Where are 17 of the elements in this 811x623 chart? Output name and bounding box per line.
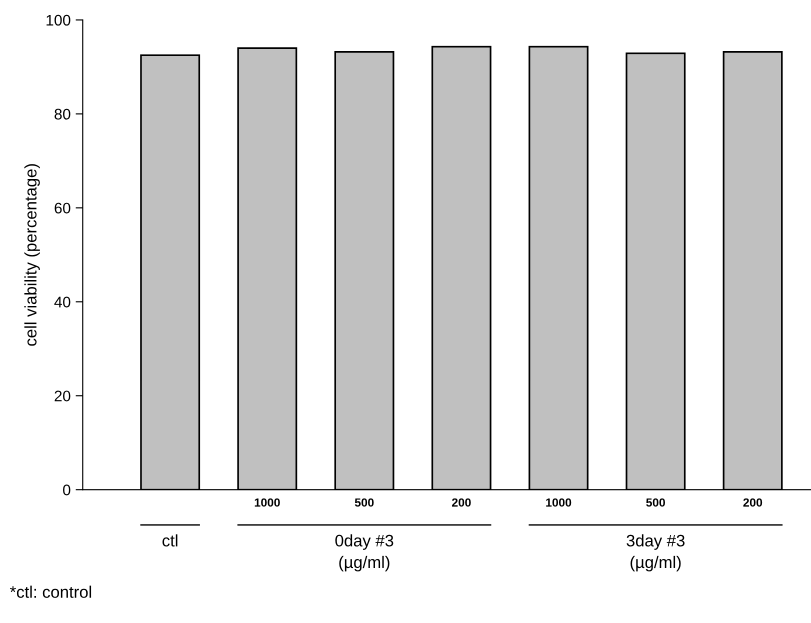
- text: ctl: [162, 534, 178, 547]
- x-tick-label: 1000: [254, 498, 280, 507]
- y-tick-label: 0: [63, 484, 70, 496]
- y-tick-label: 20: [54, 390, 70, 402]
- text: 3day #3 (µg/ml): [626, 534, 685, 572]
- text: *ctl: control: [10, 586, 92, 598]
- y-axis-title: cell viability (percentage): [24, 164, 40, 346]
- x-tick-label: 1000: [546, 498, 572, 507]
- y-tick-label: 100: [46, 14, 70, 26]
- x-tick-label: 500: [646, 498, 665, 507]
- x-tick-label: 200: [452, 498, 471, 507]
- x-tick-label: 500: [354, 498, 374, 507]
- y-tick-label: 40: [54, 296, 70, 308]
- x-tick-label: 200: [743, 498, 762, 507]
- text: 0day #3 (µg/ml): [335, 534, 394, 572]
- y-tick-label: 60: [54, 202, 70, 214]
- y-tick-label: 80: [54, 108, 70, 120]
